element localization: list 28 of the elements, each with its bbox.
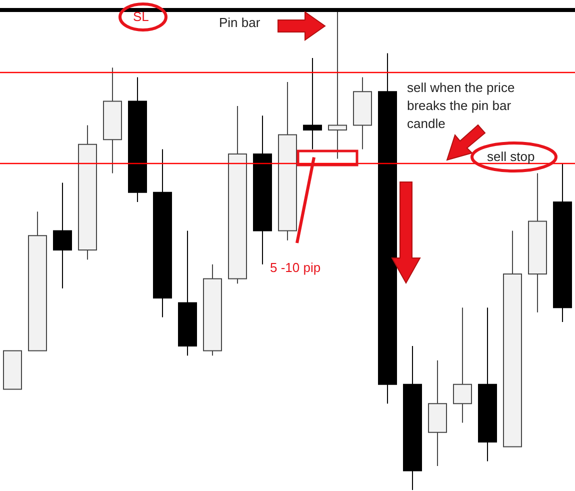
- candlestick: [403, 346, 422, 490]
- candlestick: [353, 76, 372, 150]
- candlestick: [553, 163, 572, 322]
- candlestick: [378, 52, 397, 404]
- annotation: SL: [133, 8, 149, 26]
- candlestick: [128, 76, 147, 202]
- candlestick: [303, 58, 322, 150]
- candlestick: [103, 67, 122, 174]
- candlestick: [278, 82, 297, 241]
- candlestick: [228, 106, 247, 284]
- candlestick: [153, 148, 172, 318]
- candlestick: [428, 360, 447, 466]
- candlestick: [453, 307, 472, 424]
- annotation: Pin bar: [219, 14, 260, 32]
- candlestick: [478, 307, 497, 462]
- candlestick: [53, 182, 72, 289]
- candlestick: [528, 172, 547, 313]
- annotation: sell stop: [487, 148, 535, 166]
- candlestick: [203, 264, 222, 356]
- annotation: sell when the price breaks the pin bar candle: [407, 79, 516, 133]
- candlestick: [78, 124, 97, 260]
- candlestick: [503, 230, 522, 448]
- candlestick: [3, 350, 22, 390]
- candlestick: [178, 230, 197, 356]
- candlestick: [28, 211, 47, 352]
- candlestick: [328, 10, 347, 160]
- annotation: 5 -10 pip: [270, 259, 321, 277]
- candlestick: [253, 115, 272, 265]
